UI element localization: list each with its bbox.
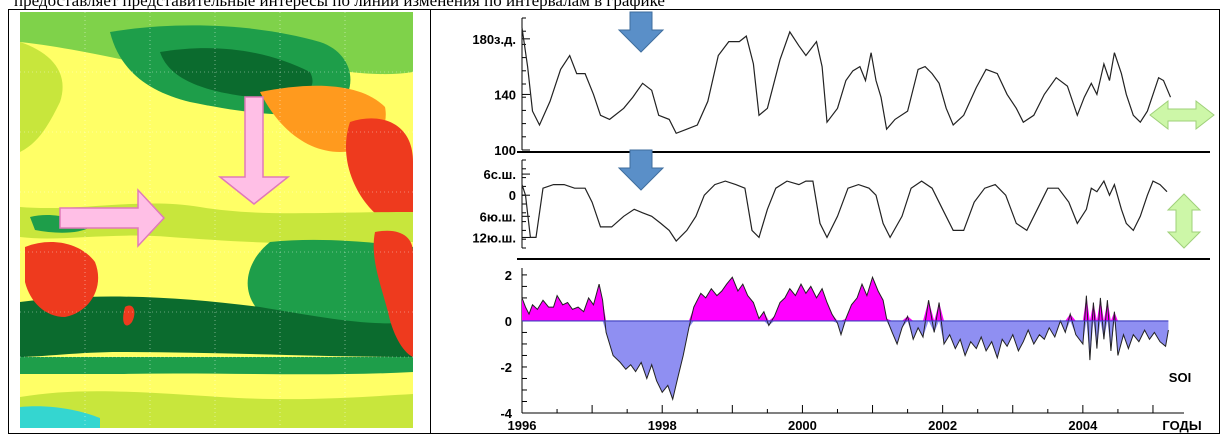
soi-tick-label: -4 <box>500 406 512 421</box>
soi-tick-label: 2 <box>505 268 512 283</box>
panel-divider <box>430 9 431 434</box>
labels-layer: 180з.д. 140 100 6с.ш. 0 6ю.ш. 12ю.ш. 2 0 -2 -41996… <box>472 32 1201 433</box>
map-band-north-core <box>160 48 313 99</box>
figure-frame <box>8 9 1220 434</box>
panel-1-tick-label: 140 <box>494 87 516 102</box>
pacific-map <box>20 12 413 428</box>
double-arrow-horizontal <box>1149 99 1215 131</box>
soi-x-axis-unit: ГОДЫ <box>1162 418 1201 433</box>
map-new-zealand <box>123 305 135 326</box>
soi-series-label: SOI <box>1169 370 1191 385</box>
panel-2-tick-label: 6ю.ш. <box>480 209 516 224</box>
arrow-down-panel-1 <box>617 11 665 53</box>
panel-2-tick-label: 12ю.ш. <box>472 230 516 245</box>
soi-x-tick-label: 1998 <box>648 418 677 433</box>
panel-1-tick-label: 100 <box>494 143 516 158</box>
arrow-down-panel-2 <box>617 149 665 191</box>
panel-2-series-line <box>521 179 1168 242</box>
map-australia <box>25 242 99 317</box>
map-antarctic <box>20 391 413 428</box>
soi-series-line <box>521 275 1169 401</box>
charts-svg: 180з.д. 140 100 6с.ш. 0 6ю.ш. 12ю.ш. 2 0 -2 -41996… <box>472 11 1215 433</box>
axes-layer <box>517 17 1210 414</box>
marks-layer <box>521 27 1172 401</box>
map-south-america <box>373 230 413 357</box>
map-southern-ocean <box>20 296 413 357</box>
page-caption: предоставляет представительные интересы … <box>14 0 665 10</box>
soi-negative-area <box>522 320 1169 400</box>
soi-tick-label: -2 <box>500 360 512 375</box>
chart-panel: 180з.д. 140 100 6с.ш. 0 6ю.ш. 12ю.ш. 2 0 -2 -4 1996… <box>432 10 1217 433</box>
panel-2-tick-label: 6с.ш. <box>483 167 516 182</box>
pacific-map-image <box>20 12 413 428</box>
double-arrow-vertical <box>1166 193 1202 249</box>
map-arrow-south <box>217 96 291 205</box>
soi-x-tick-label: 1996 <box>508 418 537 433</box>
map-north-america <box>345 118 413 226</box>
soi-tick-label: 0 <box>505 314 512 329</box>
map-asia <box>20 42 63 152</box>
map-antarctic-cyan <box>20 406 100 428</box>
soi-positive-area <box>522 277 1169 321</box>
panel-1-tick-label: 180з.д. <box>472 32 516 47</box>
decor-layer <box>617 11 1215 249</box>
map-arrow-east <box>59 188 166 248</box>
panel-1-series-line <box>521 27 1172 135</box>
panel-2-tick-label: 0 <box>509 188 516 203</box>
soi-x-tick-label: 2004 <box>1068 418 1098 433</box>
soi-x-tick-label: 2002 <box>928 418 957 433</box>
soi-x-tick-label: 2000 <box>788 418 817 433</box>
map-southern-band <box>20 357 413 375</box>
